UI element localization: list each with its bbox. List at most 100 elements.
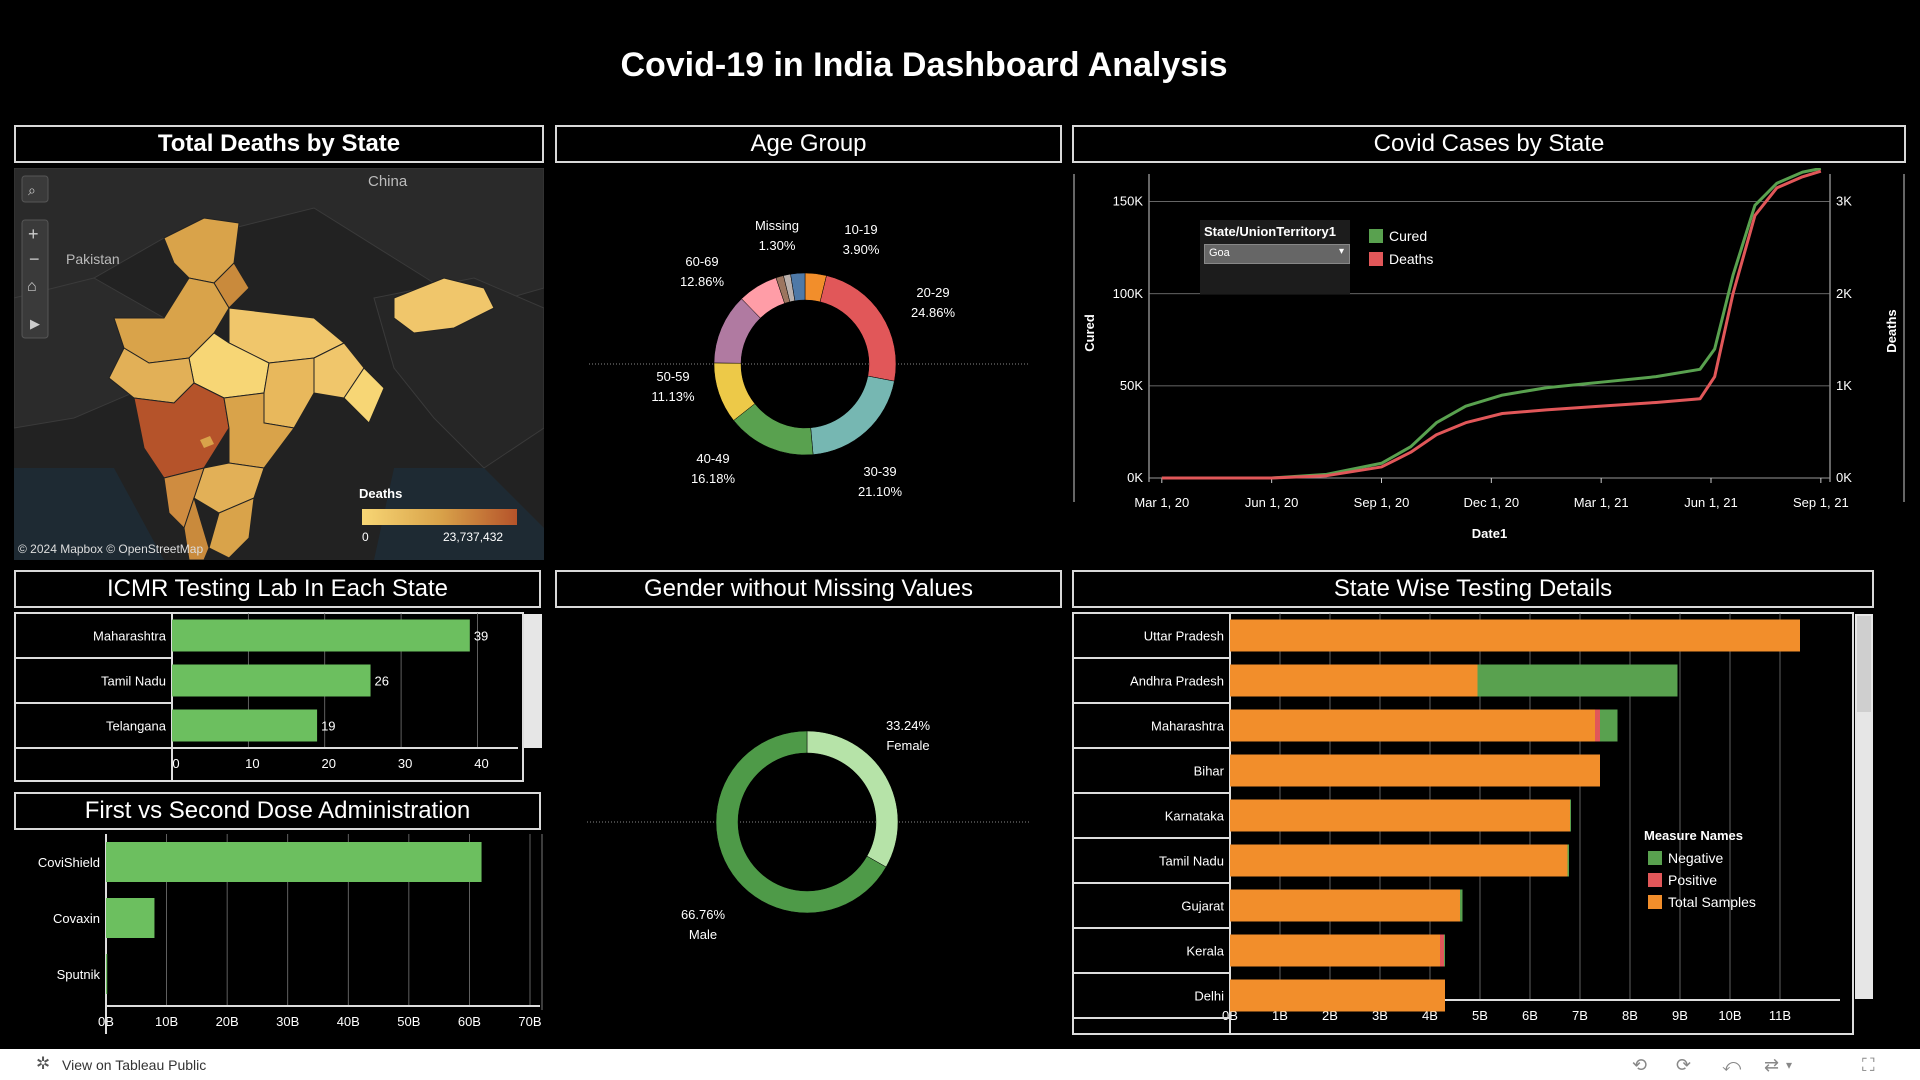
category-label: CoviShield <box>38 855 100 870</box>
state-filter-dropdown[interactable]: Goa ▾ <box>1204 244 1350 264</box>
bar <box>106 954 108 994</box>
map-attribution[interactable]: © 2024 Mapbox © OpenStreetMap <box>18 542 203 556</box>
bar <box>106 898 155 938</box>
slice-percent: 1.30% <box>759 238 796 253</box>
slice-percent: 11.13% <box>651 389 695 404</box>
legend-swatch <box>1648 851 1662 865</box>
x-tick-label: 3B <box>1372 1008 1388 1023</box>
donut-slice <box>733 403 814 456</box>
x-tick-label: Mar 1, 20 <box>1134 495 1189 510</box>
dose-chart: 0B10B20B30B40B50B60B70BCoviShieldCovaxin… <box>14 834 544 1040</box>
legend-swatch <box>1648 873 1662 887</box>
y-tick-label: 150K <box>1113 194 1144 209</box>
x-tick-label: 11B <box>1769 1008 1791 1023</box>
refresh-icon[interactable]: ⇄ <box>1764 1055 1780 1075</box>
tableau-logo-icon: ✲ <box>36 1054 51 1073</box>
dashboard-title: Covid-19 in India Dashboard Analysis <box>620 46 1228 84</box>
slice-percent: 21.10% <box>858 484 903 499</box>
bar-value-label: 19 <box>321 719 335 734</box>
bar-total-samples <box>1230 799 1570 832</box>
state-filter: State/UnionTerritory1 Goa ▾ <box>1200 220 1350 294</box>
x-tick-label: Jun 1, 20 <box>1245 495 1299 510</box>
legend-label: Positive <box>1668 872 1717 888</box>
category-label: Andhra Pradesh <box>1130 674 1224 689</box>
map-search-button[interactable] <box>21 175 49 203</box>
bar-total-samples <box>1230 619 1800 652</box>
y-tick-label: 100K <box>1113 286 1144 301</box>
bar-value-label: 26 <box>375 674 389 689</box>
legend-label: Total Samples <box>1668 894 1756 910</box>
map-label-pakistan: Pakistan <box>66 251 120 267</box>
x-tick-label: 30 <box>398 756 412 771</box>
revert-icon[interactable]: ⤺ <box>1722 1055 1742 1075</box>
play-icon[interactable]: ▶ <box>30 316 40 331</box>
slice-label: 10-19 <box>844 222 877 237</box>
x-tick-label: 40 <box>474 756 488 771</box>
state-filter-label: State/UnionTerritory1 <box>1204 224 1336 239</box>
testing-title: State Wise Testing Details <box>1072 570 1874 608</box>
chevron-down-icon: ▾ <box>1338 246 1344 257</box>
category-label: Karnataka <box>1165 809 1225 824</box>
zoom-in-icon[interactable]: + <box>28 224 39 244</box>
x-tick-label: 20B <box>216 1014 239 1029</box>
home-icon[interactable]: ⌂ <box>27 278 37 295</box>
dose-bar-svg: 0B10B20B30B40B50B60B70BCoviShieldCovaxin… <box>38 834 543 1040</box>
map-legend-min: 0 <box>362 530 369 544</box>
redo-icon[interactable]: ⟳ <box>1676 1055 1692 1075</box>
x-tick-label: 10B <box>1718 1008 1741 1023</box>
slice-label: Missing <box>755 218 799 233</box>
zoom-out-icon[interactable]: − <box>29 249 40 269</box>
legend-swatch <box>1648 895 1662 909</box>
slice-percent: 33.24% <box>886 718 931 733</box>
x-tick-label: 1B <box>1272 1008 1288 1023</box>
category-label: Kerala <box>1186 944 1224 959</box>
x-tick-label: Jun 1, 21 <box>1684 495 1738 510</box>
x-tick-label: 7B <box>1572 1008 1588 1023</box>
x-tick-label: 30B <box>276 1014 299 1029</box>
deaths-map[interactable]: China Pakistan ⌕ + − ⌂ ▶ Deaths 0 23,737… <box>14 168 544 560</box>
x-tick-label: 2B <box>1322 1008 1338 1023</box>
bar-total-samples <box>1230 664 1478 697</box>
bar-total-samples <box>1230 709 1595 742</box>
bar-total-samples <box>1230 889 1460 922</box>
bar <box>106 842 482 882</box>
scrollbar <box>524 614 542 748</box>
category-label: Bihar <box>1194 764 1225 779</box>
icmr-title: ICMR Testing Lab In Each State <box>14 570 541 608</box>
slice-percent: 3.90% <box>843 242 880 257</box>
slice-label: 50-59 <box>656 369 689 384</box>
y-tick-label: 50K <box>1120 378 1143 393</box>
y-axis-title: Cured <box>1082 314 1097 352</box>
category-label: Delhi <box>1194 989 1224 1004</box>
x-tick-label: 8B <box>1622 1008 1638 1023</box>
fullscreen-icon[interactable]: ⛶ <box>1862 1055 1875 1075</box>
gender-chart: Female 33.24% Male 66.76% <box>555 612 1062 1036</box>
dose-title: First vs Second Dose Administration <box>14 792 541 830</box>
undo-icon[interactable]: ⟲ <box>1632 1055 1648 1075</box>
slice-label: Female <box>886 738 929 753</box>
category-label: Maharashtra <box>93 629 167 644</box>
cases-chart: 0K 50K 100K 150K 0K 1K 2K 3K Mar 1, 20 Jun 1, 20 S… <box>1072 167 1906 560</box>
cases-line-svg: 0K 50K 100K 150K 0K 1K 2K 3K Mar 1, 20 Jun 1, 20 S… <box>1073 167 1905 541</box>
legend-title: Measure Names <box>1644 828 1743 843</box>
slice-percent: 16.18% <box>691 471 736 486</box>
category-label: Covaxin <box>53 911 100 926</box>
x-tick-label: 50B <box>397 1014 420 1029</box>
category-label: Tamil Nadu <box>101 674 166 689</box>
chevron-down-icon[interactable]: ▾ <box>1786 1058 1793 1072</box>
bar-positive <box>1440 934 1444 967</box>
x-tick-label: 5B <box>1472 1008 1488 1023</box>
slice-percent: 12.86% <box>680 274 725 289</box>
chart-frame <box>14 612 524 782</box>
x-tick-label: Mar 1, 21 <box>1574 495 1629 510</box>
legend-label: Negative <box>1668 850 1723 866</box>
category-label: Tamil Nadu <box>1159 854 1224 869</box>
x-tick-label: 10B <box>155 1014 178 1029</box>
map-legend-max: 23,737,432 <box>443 530 503 544</box>
map-label-china: China <box>368 173 408 190</box>
view-on-tableau-link[interactable]: View on Tableau Public <box>62 1057 207 1073</box>
map-canvas[interactable]: China Pakistan ⌕ + − ⌂ ▶ Deaths 0 23,737… <box>14 168 544 560</box>
y2-axis-title: Deaths <box>1884 309 1899 352</box>
bar <box>172 664 371 697</box>
slice-label: Male <box>689 927 717 942</box>
